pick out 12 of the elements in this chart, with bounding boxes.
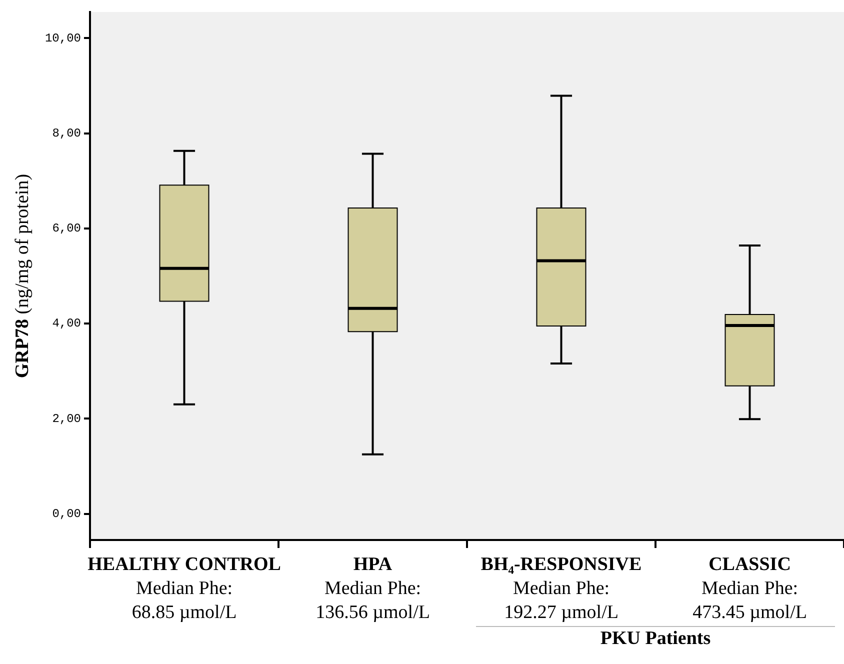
x-tick-label: BH₄-RESPONSIVE Median Phe: 192.27 µmol/L <box>480 554 642 623</box>
x-tick-label: CLASSIC Median Phe: 473.45 µmol/L <box>692 554 807 623</box>
y-tick-label: 8,00 <box>52 126 81 140</box>
y-tick-label: 2,00 <box>52 412 81 426</box>
y-tick-label: 4,00 <box>52 316 81 331</box>
x-tick-label: HEALTHY CONTROL Median Phe: 68.85 µmol/L <box>88 554 281 623</box>
y-tick-label: 10,00 <box>44 31 81 46</box>
y-tick-label: 0,00 <box>52 507 81 522</box>
x-tick-label: HPA Median Phe: 136.56 µmol/L <box>316 554 430 623</box>
y-axis-title: GRP78 (ng/mg of protein) <box>12 174 33 378</box>
text: PKU Patients <box>600 628 711 649</box>
y-tick-label: 6,00 <box>52 222 81 236</box>
